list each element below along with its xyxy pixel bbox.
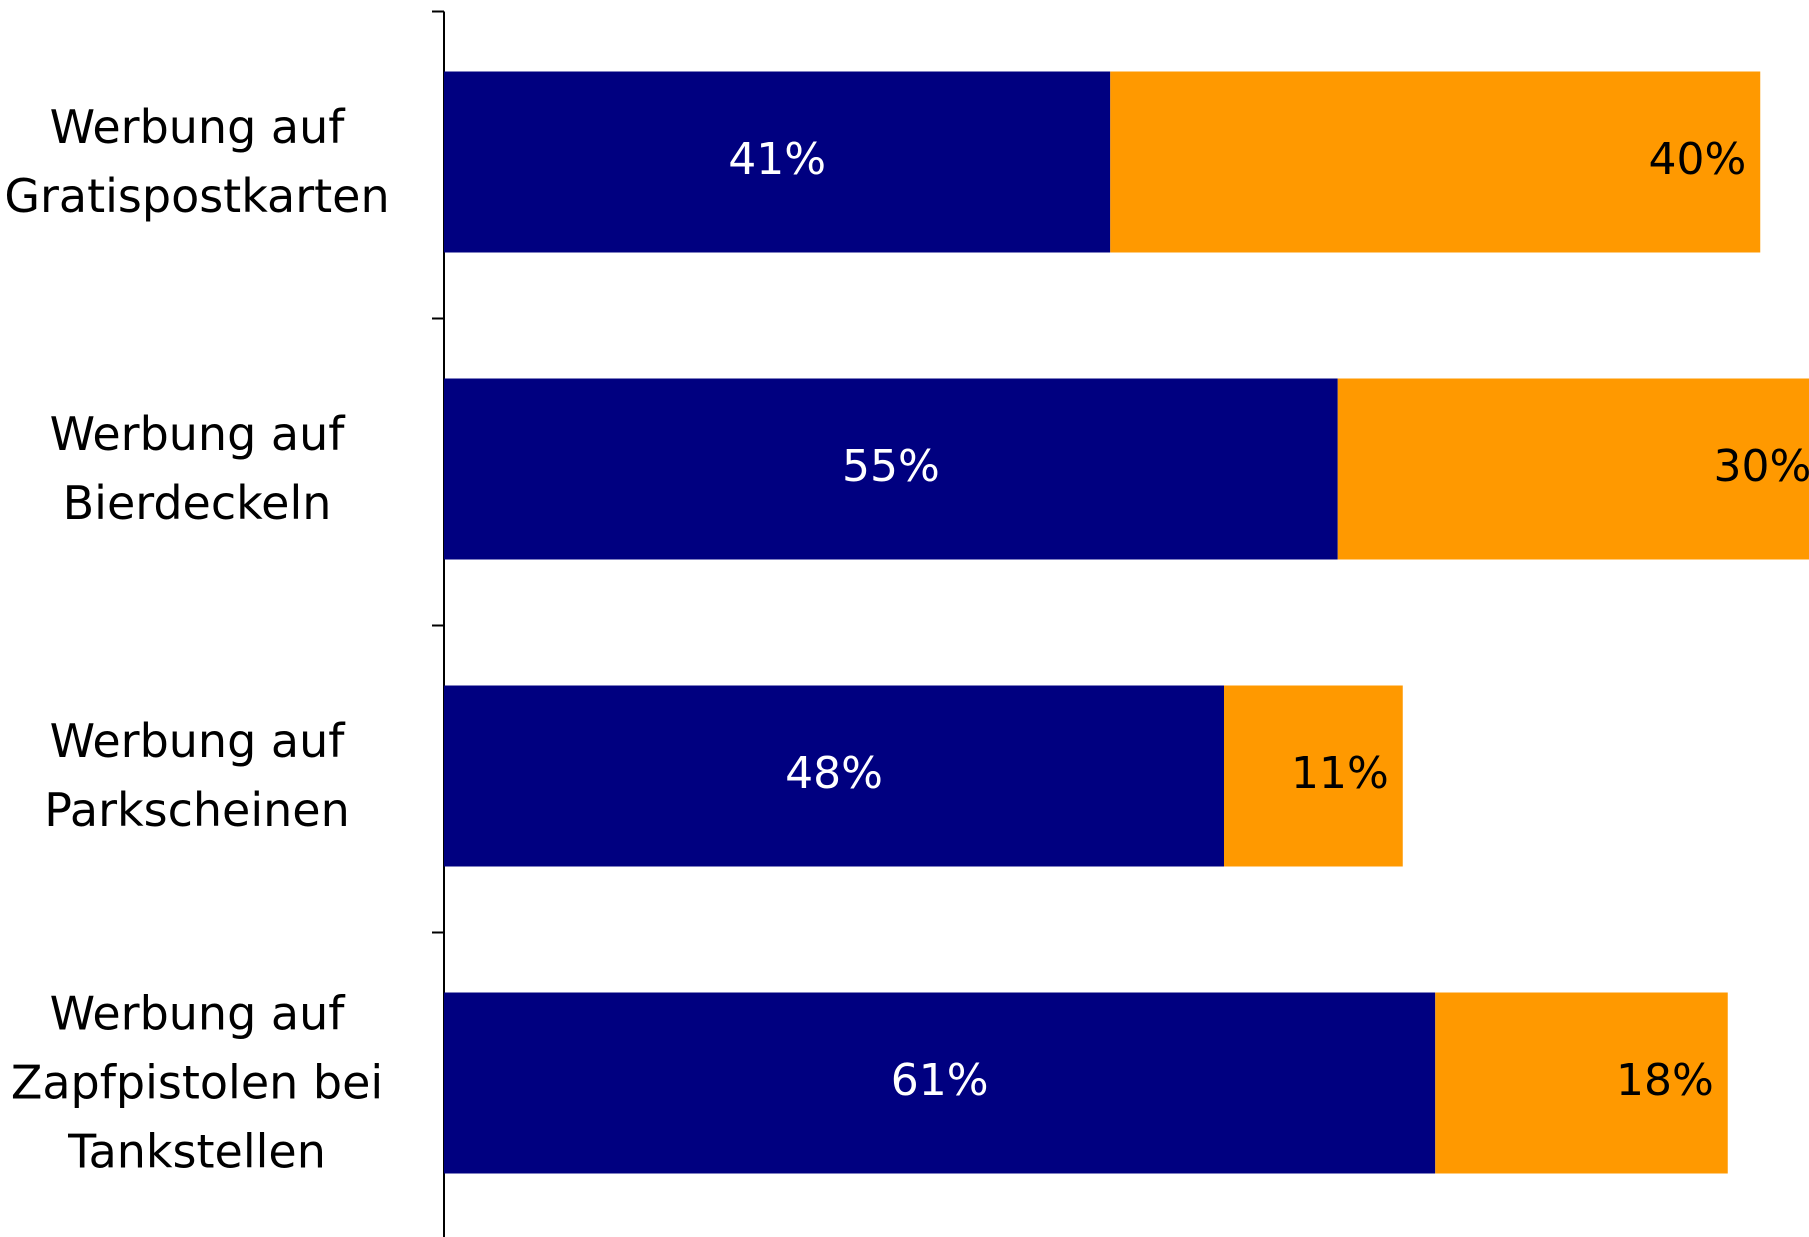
- bar-segment: [444, 685, 1224, 867]
- bar-segment: [1337, 378, 1809, 560]
- value-label: 30%: [1713, 441, 1809, 492]
- value-label: 55%: [842, 441, 940, 492]
- value-label: 18%: [1616, 1055, 1714, 1106]
- bar-segment: [444, 71, 1111, 253]
- value-label: 11%: [1291, 748, 1389, 799]
- value-label: 41%: [728, 134, 826, 185]
- category-label: Werbung auf Gratispostkarten: [4, 100, 390, 223]
- value-label: 48%: [785, 748, 883, 799]
- category-label: Werbung auf Parkscheinen: [44, 714, 350, 837]
- bar-segment: [1435, 992, 1728, 1174]
- category-label: Werbung auf Zapfpistolen bei Tankstellen: [10, 986, 384, 1179]
- value-label: 40%: [1648, 134, 1746, 185]
- bar-segment: [444, 378, 1338, 560]
- bar-segment: [1110, 71, 1761, 253]
- value-label: 61%: [891, 1055, 989, 1106]
- category-label: Werbung auf Bierdeckeln: [49, 407, 345, 530]
- bar-segment: [1224, 685, 1403, 867]
- bar-segment: [444, 992, 1436, 1174]
